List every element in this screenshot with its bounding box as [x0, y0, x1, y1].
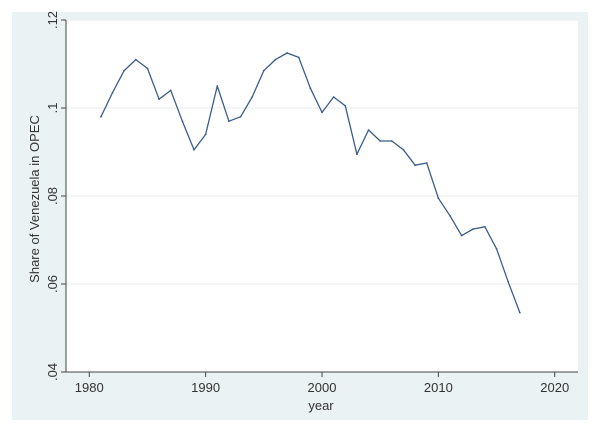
data-point: [495, 247, 498, 250]
data-point: [390, 140, 393, 142]
data-point: [472, 228, 475, 230]
data-point: [251, 96, 254, 98]
data-point: [332, 96, 335, 98]
data-point: [111, 91, 114, 94]
data-point: [379, 140, 382, 142]
x-tick-label: 1990: [191, 380, 220, 395]
data-point: [158, 98, 160, 101]
data-point: [344, 104, 347, 107]
data-point: [239, 115, 242, 118]
data-point: [367, 129, 370, 131]
data-series: [100, 52, 521, 314]
x-tick-label: 2020: [540, 380, 569, 395]
y-tick-label: .06: [45, 275, 60, 293]
data-point: [402, 148, 405, 151]
data-point: [507, 280, 510, 283]
x-tick-label: 2000: [308, 380, 337, 395]
data-point: [181, 120, 184, 123]
y-tick-label: .1: [45, 103, 60, 114]
data-point: [321, 111, 323, 114]
data-point: [286, 52, 288, 54]
axes: .04 .06 .08 .1 .12 1980 1990 2000 2010 2020: [45, 11, 578, 395]
data-point: [228, 120, 230, 123]
data-point: [123, 69, 126, 72]
data-point: [134, 58, 137, 61]
axis-labels: year Share of Venezuela in OPEC: [27, 115, 334, 413]
data-point: [518, 311, 521, 314]
data-point: [484, 225, 486, 228]
data-point: [146, 67, 149, 70]
data-point: [297, 56, 300, 59]
x-tick-label: 1980: [75, 380, 104, 395]
y-tick-label: .04: [45, 363, 60, 381]
data-point: [449, 214, 451, 217]
data-point: [193, 148, 195, 151]
data-point: [274, 58, 277, 61]
data-point: [460, 234, 463, 237]
data-point: [100, 115, 102, 118]
data-point: [204, 133, 207, 136]
data-point: [216, 85, 219, 87]
data-point: [425, 162, 428, 164]
data-point: [309, 87, 312, 90]
y-tick-label: .12: [45, 11, 60, 29]
y-axis-label: Share of Venezuela in OPEC: [27, 115, 42, 283]
data-point: [414, 164, 416, 167]
data-point: [169, 89, 172, 92]
data-point: [356, 153, 358, 156]
x-axis-label: year: [308, 398, 334, 413]
data-point: [262, 69, 265, 72]
data-point: [437, 197, 440, 200]
y-tick-label: .08: [45, 187, 60, 205]
x-tick-label: 2010: [424, 380, 453, 395]
